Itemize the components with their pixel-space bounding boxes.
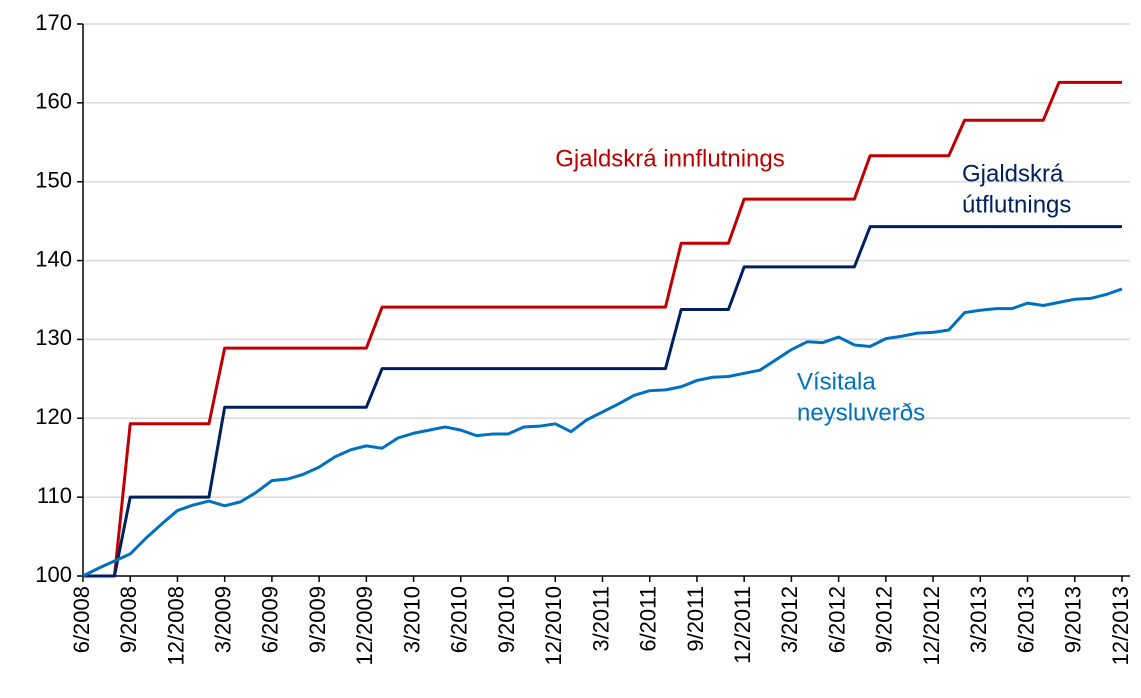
- x-tick-label: 6/2013: [1013, 586, 1038, 653]
- x-tick-label: 3/2011: [588, 586, 613, 652]
- y-tick-label: 140: [35, 246, 72, 271]
- y-tick-label: 150: [35, 168, 72, 193]
- series-label: útflutnings: [962, 191, 1071, 218]
- series-label: Gjaldskrá innflutnings: [555, 145, 784, 172]
- x-tick-label: 3/2009: [210, 586, 235, 653]
- x-tick-label: 3/2012: [777, 586, 802, 653]
- x-tick-label: 9/2009: [305, 586, 330, 653]
- x-tick-label: 9/2013: [1061, 586, 1086, 653]
- x-tick-label: 12/2013: [1108, 586, 1133, 666]
- series-label: Gjaldskrá: [962, 160, 1064, 187]
- y-tick-label: 120: [35, 404, 72, 429]
- series-line: [83, 225, 1122, 578]
- x-tick-label: 3/2013: [966, 586, 991, 653]
- x-tick-label: 9/2010: [494, 586, 519, 653]
- x-tick-label: 6/2012: [824, 586, 849, 653]
- series-label: neysluverðs: [797, 399, 925, 426]
- x-tick-label: 6/2010: [447, 586, 472, 653]
- x-tick-label: 12/2008: [163, 586, 188, 666]
- x-tick-label: 9/2012: [872, 586, 897, 653]
- y-tick-label: 110: [37, 483, 72, 508]
- y-tick-label: 100: [35, 562, 72, 587]
- x-tick-label: 6/2011: [636, 586, 661, 652]
- x-tick-label: 12/2012: [919, 586, 944, 666]
- x-tick-label: 12/2010: [541, 586, 566, 666]
- x-tick-label: 12/2009: [352, 586, 377, 666]
- x-tick-label: 9/2008: [116, 586, 141, 653]
- x-tick-label: 3/2010: [399, 586, 424, 653]
- x-tick-label: 12/2011: [730, 586, 755, 664]
- y-tick-label: 160: [35, 89, 72, 114]
- series-label: Vísitala: [797, 368, 876, 395]
- series-line: [83, 80, 1122, 578]
- y-tick-label: 170: [35, 10, 72, 35]
- x-tick-label: 6/2009: [258, 586, 283, 653]
- y-tick-label: 130: [35, 325, 72, 350]
- x-tick-label: 9/2011: [683, 586, 708, 652]
- series-line: [82, 287, 1123, 578]
- x-tick-label: 6/2008: [69, 586, 94, 653]
